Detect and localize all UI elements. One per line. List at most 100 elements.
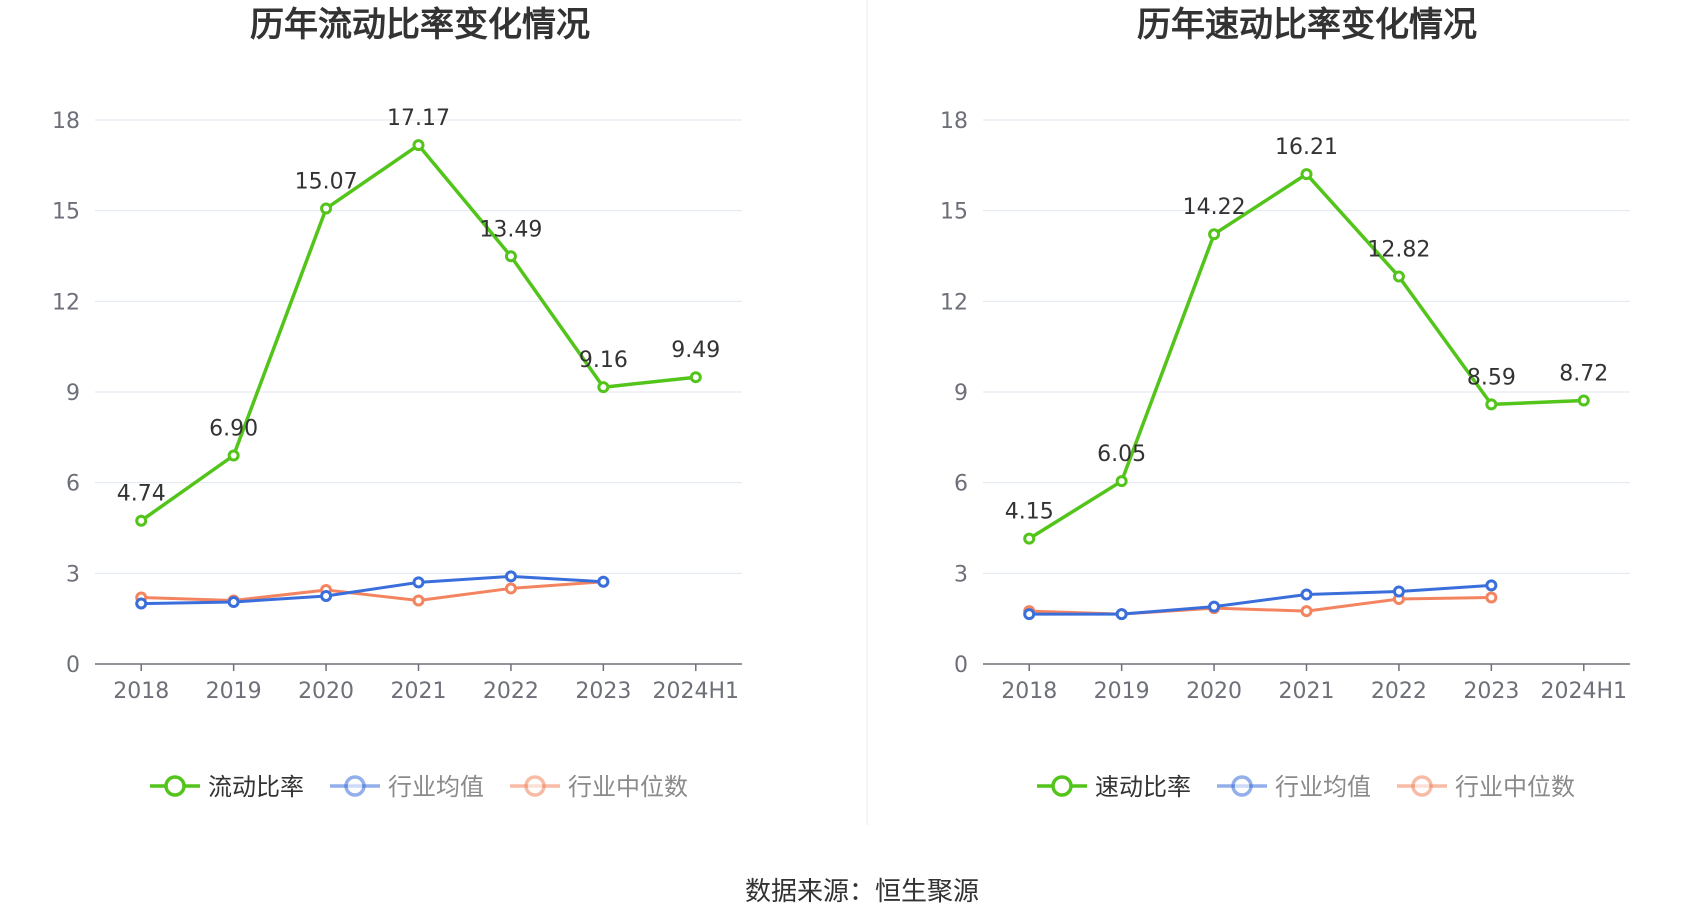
legend-item[interactable]: 行业均值 (1217, 773, 1371, 801)
data-source-text: 数据来源：恒生聚源 (745, 877, 979, 907)
data-label: 8.59 (1467, 365, 1516, 390)
x-tick-label: 2020 (298, 679, 354, 704)
data-point[interactable] (1392, 270, 1405, 283)
data-point[interactable] (227, 449, 240, 462)
data-point[interactable] (135, 514, 148, 527)
series-line (1028, 172, 1584, 541)
x-tick-label: 2022 (483, 679, 539, 704)
data-point[interactable] (412, 594, 425, 607)
y-tick-label: 15 (940, 200, 968, 225)
legend-item[interactable]: 速动比率 (1037, 773, 1191, 801)
data-label: 4.74 (117, 482, 166, 507)
y-tick-label: 6 (954, 472, 968, 497)
data-point[interactable] (1485, 398, 1498, 411)
y-tick-label: 9 (66, 381, 80, 406)
x-tick-label: 2022 (1371, 679, 1427, 704)
data-point[interactable] (1300, 168, 1313, 181)
legend-circle-icon (1411, 775, 1433, 797)
legend-label: 行业均值 (1275, 773, 1371, 801)
data-point[interactable] (1208, 228, 1221, 241)
x-tick-label: 2023 (575, 679, 631, 704)
data-point[interactable] (1485, 579, 1498, 592)
data-point[interactable] (597, 381, 610, 394)
data-point[interactable] (1115, 608, 1128, 621)
data-point[interactable] (1300, 588, 1313, 601)
data-label: 9.16 (579, 348, 628, 373)
x-tick-label: 2020 (1186, 679, 1242, 704)
legend-item[interactable]: 流动比率 (150, 773, 304, 801)
data-point[interactable] (1300, 605, 1313, 618)
x-tick-label: 2024H1 (653, 679, 740, 704)
legend-label: 行业中位数 (568, 773, 688, 801)
data-point[interactable] (1392, 585, 1405, 598)
data-point[interactable] (504, 250, 517, 263)
legend-label: 流动比率 (208, 773, 304, 801)
legend-item[interactable]: 行业中位数 (1397, 773, 1575, 801)
x-tick-label: 2018 (113, 679, 169, 704)
data-point[interactable] (1208, 600, 1221, 613)
data-point[interactable] (227, 596, 240, 609)
y-tick-label: 18 (52, 109, 80, 134)
data-label: 16.21 (1275, 135, 1338, 160)
quick-ratio-chart: 历年速动比率变化情况 0 3 6 9 12 15 18 2018 2019 2020 2021 2022… (940, 5, 1630, 801)
series-line (141, 574, 604, 606)
legend-circle-icon (1231, 775, 1253, 797)
y-tick-label: 6 (66, 472, 80, 497)
series-line (141, 580, 604, 602)
data-point[interactable] (1023, 532, 1036, 545)
data-point[interactable] (412, 139, 425, 152)
y-tick-label: 3 (954, 562, 968, 587)
data-label: 12.82 (1367, 238, 1430, 263)
series-line (140, 143, 696, 523)
y-tick-label: 18 (940, 109, 968, 134)
data-point[interactable] (135, 597, 148, 610)
current-ratio-chart: 历年流动比率变化情况 0 3 6 9 12 15 18 2018 2019 2020 2021 2022… (52, 5, 742, 801)
legend-label: 行业均值 (388, 773, 484, 801)
data-point[interactable] (1115, 475, 1128, 488)
data-point[interactable] (504, 582, 517, 595)
legend-item[interactable]: 行业均值 (330, 773, 484, 801)
data-point[interactable] (412, 576, 425, 589)
data-label: 6.90 (209, 416, 258, 441)
legend-item[interactable]: 行业中位数 (510, 773, 688, 801)
y-tick-label: 0 (66, 653, 80, 678)
data-point[interactable] (504, 570, 517, 583)
x-tick-label: 2018 (1001, 679, 1057, 704)
legend-circle-icon (1051, 775, 1073, 797)
y-tick-label: 15 (52, 200, 80, 225)
data-label: 13.49 (479, 217, 542, 242)
data-label: 8.72 (1559, 361, 1608, 386)
data-label: 15.07 (295, 170, 358, 195)
legend-circle-icon (524, 775, 546, 797)
x-tick-label: 2019 (206, 679, 262, 704)
data-label: 14.22 (1183, 195, 1246, 220)
x-tick-label: 2021 (391, 679, 447, 704)
y-tick-label: 12 (940, 290, 968, 315)
y-tick-label: 3 (66, 562, 80, 587)
chart-title: 历年流动比率变化情况 (250, 5, 590, 45)
legend-label: 速动比率 (1095, 773, 1191, 801)
data-point[interactable] (320, 590, 333, 602)
x-tick-label: 2024H1 (1541, 679, 1628, 704)
legend-circle-icon (164, 775, 186, 797)
data-point[interactable] (320, 202, 333, 215)
data-label: 4.15 (1005, 500, 1054, 525)
series-line (1029, 583, 1492, 616)
legend-circle-icon (344, 775, 366, 797)
data-point[interactable] (1023, 608, 1036, 621)
data-point[interactable] (597, 575, 610, 588)
y-tick-label: 0 (954, 653, 968, 678)
data-label: 6.05 (1097, 442, 1146, 467)
chart-title: 历年速动比率变化情况 (1137, 5, 1477, 45)
legend-label: 行业中位数 (1455, 773, 1575, 801)
y-tick-label: 9 (954, 381, 968, 406)
x-tick-label: 2021 (1279, 679, 1335, 704)
data-point[interactable] (1577, 394, 1590, 407)
data-point[interactable] (1485, 591, 1498, 604)
data-point[interactable] (689, 371, 702, 384)
x-tick-label: 2023 (1463, 679, 1519, 704)
data-label: 9.49 (671, 338, 720, 363)
y-tick-label: 12 (52, 290, 80, 315)
x-tick-label: 2019 (1094, 679, 1150, 704)
